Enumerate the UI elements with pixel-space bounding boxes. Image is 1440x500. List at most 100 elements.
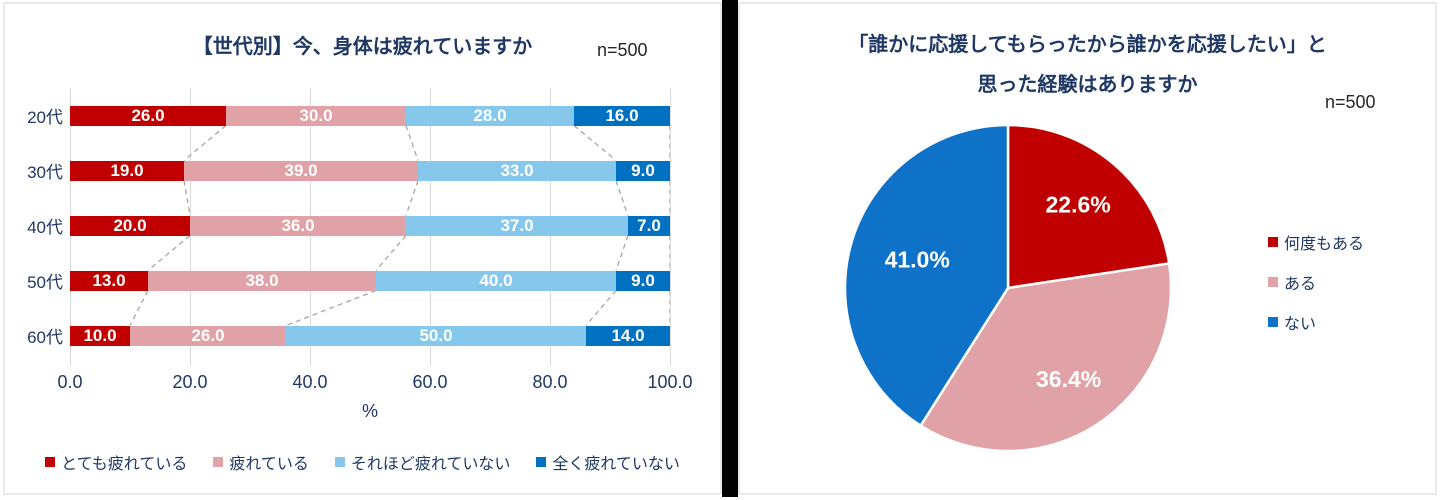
bar-value-label: 38.0 xyxy=(245,270,279,290)
bar-value-label: 33.0 xyxy=(500,160,534,180)
legend-label: 全く疲れていない xyxy=(552,456,680,473)
legend-swatch xyxy=(213,457,224,467)
series-connector-line xyxy=(405,125,419,161)
pie-slice xyxy=(1006,123,1171,290)
bar-segment: 26.0 xyxy=(70,105,226,126)
bar-value-label: 10.0 xyxy=(83,325,117,345)
series-connector-line xyxy=(615,180,629,216)
bar-value-label: 36.0 xyxy=(281,215,315,235)
support-legend: 何度もあるあるない xyxy=(1268,230,1364,334)
category-label: 60代 xyxy=(27,328,63,347)
pie-slice xyxy=(919,262,1173,453)
support-sample-size: n=500 xyxy=(1325,92,1376,112)
bar-segment: 28.0 xyxy=(406,105,574,126)
bar-value-label: 20.0 xyxy=(113,215,147,235)
bar-value-label: 30.0 xyxy=(299,105,333,125)
bar-value-label: 26.0 xyxy=(131,105,165,125)
support-chart-title-line2: 思った経験はありますか xyxy=(977,74,1198,96)
legend-label: ある xyxy=(1284,276,1317,293)
pie-svg: 22.6% 36.4% 41.0% xyxy=(843,123,1173,453)
bar-segment: 38.0 xyxy=(148,270,376,291)
support-pie-chart: 22.6% 36.4% 41.0% xyxy=(838,118,1178,458)
panel-separator xyxy=(722,0,738,497)
bar-segment: 37.0 xyxy=(406,215,628,236)
bar-segment: 30.0 xyxy=(226,105,406,126)
series-connector-line xyxy=(375,235,407,271)
legend-item: 疲れている xyxy=(213,450,309,474)
bar-segment: 10.0 xyxy=(70,325,130,346)
fatigue-x-axis-label: % xyxy=(361,401,378,421)
category-label: 30代 xyxy=(27,163,63,182)
legend-item: 全く疲れていない xyxy=(536,450,680,474)
pie-value-label: 41.0% xyxy=(885,247,950,273)
x-tick-label: 20.0 xyxy=(172,372,208,392)
category-label: 40代 xyxy=(27,218,63,237)
series-connector-line xyxy=(285,289,377,327)
pie-value-label: 22.6% xyxy=(1045,191,1110,217)
x-tick-label: 40.0 xyxy=(292,372,328,392)
legend-swatch xyxy=(45,457,56,467)
bar-value-label: 39.0 xyxy=(284,160,318,180)
fatigue-chart-title: 【世代別】今、身体は疲れていますか xyxy=(192,36,533,58)
bar-value-label: 50.0 xyxy=(419,325,453,345)
legend-swatch xyxy=(1268,317,1278,327)
bar-value-label: 19.0 xyxy=(110,160,144,180)
legend-label: それほど疲れていない xyxy=(350,456,511,473)
series-connector-line xyxy=(405,180,419,216)
bar-value-label: 16.0 xyxy=(605,105,639,125)
bar-value-label: 28.0 xyxy=(473,105,507,125)
x-tick-label: 80.0 xyxy=(532,372,568,392)
legend-swatch xyxy=(1268,277,1278,287)
series-connector-lines xyxy=(129,125,670,327)
legend-swatch xyxy=(334,457,345,467)
support-chart-panel: 「誰かに応援してもらったから誰かを応援したい」と 思った経験はありますか n=5… xyxy=(738,2,1437,495)
bar-value-label: 40.0 xyxy=(479,270,513,290)
legend-label: 疲れている xyxy=(229,456,309,473)
legend-item: 何度もある xyxy=(1268,230,1364,254)
bar-segment: 39.0 xyxy=(184,160,418,181)
bar-segment: 16.0 xyxy=(574,105,670,126)
bar-segment: 9.0 xyxy=(616,270,670,291)
bar-segment: 7.0 xyxy=(628,215,670,236)
fatigue-chart-panel: 【世代別】今、身体は疲れていますか n=500 26.0 30.0 28.0 16.0… xyxy=(3,2,722,495)
bar-value-label: 13.0 xyxy=(92,270,126,290)
pie-slice xyxy=(843,123,1010,427)
legend-item: とても疲れている xyxy=(45,450,187,474)
x-tick-label: 0.0 xyxy=(57,372,83,392)
pie-value-label: 36.4% xyxy=(1036,366,1101,392)
bar-value-label: 14.0 xyxy=(611,325,645,345)
support-chart-title-line1: 「誰かに応援してもらったから誰かを応援したい」と xyxy=(848,34,1327,56)
gridline xyxy=(670,88,671,366)
bar-value-label: 7.0 xyxy=(637,215,661,235)
legend-item: ある xyxy=(1268,270,1364,294)
legend-label: 何度もある xyxy=(1284,236,1365,253)
legend-swatch xyxy=(536,457,547,467)
series-connector-line xyxy=(615,235,629,271)
legend-item: それほど疲れていない xyxy=(334,450,511,474)
fatigue-legend: とても疲れている 疲れている それほど疲れていない 全く疲れていない xyxy=(5,450,720,474)
series-connector-line xyxy=(129,290,149,326)
bar-value-label: 9.0 xyxy=(631,160,655,180)
series-connector-line xyxy=(183,125,227,161)
bar-segment: 20.0 xyxy=(70,215,190,236)
bar-value-label: 9.0 xyxy=(631,270,655,290)
bar-segment: 14.0 xyxy=(586,325,670,346)
bar-segment: 33.0 xyxy=(418,160,616,181)
bar-segment: 19.0 xyxy=(70,160,184,181)
category-label: 50代 xyxy=(27,273,63,292)
bar-segment: 50.0 xyxy=(286,325,586,346)
bar-segment: 26.0 xyxy=(130,325,286,346)
legend-item: ない xyxy=(1268,310,1364,334)
legend-swatch xyxy=(1268,237,1278,247)
category-label: 20代 xyxy=(27,108,63,127)
bar-segment: 13.0 xyxy=(70,270,148,291)
bar-segment: 40.0 xyxy=(376,270,616,291)
fatigue-sample-size: n=500 xyxy=(597,40,648,60)
series-connector-line xyxy=(183,180,191,216)
bar-segment: 9.0 xyxy=(616,160,670,181)
legend-label: とても疲れている xyxy=(61,456,188,473)
fatigue-bar-plot-area: 26.0 30.0 28.0 16.0 19.0 39.0 33.0 9.0 20.0 36.0 3… xyxy=(70,88,671,366)
series-connector-line xyxy=(147,235,191,271)
series-connector-line xyxy=(585,290,617,326)
